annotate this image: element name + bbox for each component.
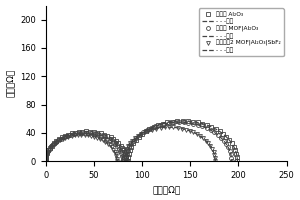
- - -拟合	[81, 134, 85, 136]
- - -拟合	[144, 131, 148, 133]
X-axis label: 实部（Ω）: 实部（Ω）	[152, 185, 180, 194]
Legend: 对比例 Al₂O₃, - - -拟合, 对比例 MOF|Al₂O₃, - - -拟合, 实施实例2 MOF|Al₂O₃|SbF₂, - - -拟合: 对比例 Al₂O₃, - - -拟合, 对比例 MOF|Al₂O₃, - - -…	[199, 8, 284, 56]
Line: - - -拟合: - - -拟合	[46, 122, 232, 161]
- - -拟合	[44, 160, 47, 162]
对比例 MOF|Al₂O₃	[96, 134, 100, 136]
- - -拟合	[114, 152, 117, 155]
实施实例2 MOF|Al₂O₃|SbF₂	[56, 141, 59, 143]
实施实例2 MOF|Al₂O₃|SbF₂	[123, 151, 126, 153]
Line: - - -拟合: - - -拟合	[46, 127, 215, 161]
- - -拟合	[236, 160, 239, 162]
对比例 Al₂O₃	[81, 130, 84, 133]
Line: 对比例 MOF|Al₂O₃: 对比例 MOF|Al₂O₃	[44, 120, 234, 163]
对比例 MOF|Al₂O₃	[56, 139, 60, 141]
对比例 MOF|Al₂O₃	[213, 131, 216, 134]
对比例 Al₂O₃	[128, 149, 131, 151]
Line: 实施实例2 MOF|Al₂O₃|SbF₂: 实施实例2 MOF|Al₂O₃|SbF₂	[44, 125, 217, 163]
- - -拟合	[177, 121, 180, 123]
- - -拟合	[178, 121, 182, 123]
- - -拟合	[168, 126, 172, 128]
- - -拟合	[134, 139, 138, 141]
- - -拟合	[132, 139, 136, 142]
对比例 MOF|Al₂O₃	[230, 160, 233, 162]
- - -拟合	[64, 136, 68, 139]
- - -拟合	[44, 160, 47, 162]
对比例 MOF|Al₂O₃	[177, 121, 181, 123]
- - -拟合	[65, 135, 69, 137]
对比例 MOF|Al₂O₃	[209, 129, 212, 131]
实施实例2 MOF|Al₂O₃|SbF₂	[92, 136, 96, 138]
实施实例2 MOF|Al₂O₃|SbF₂	[214, 160, 217, 162]
Line: - - -拟合: - - -拟合	[46, 121, 237, 161]
- - -拟合	[153, 125, 157, 127]
对比例 Al₂O₃	[236, 160, 239, 162]
- - -拟合	[214, 160, 217, 162]
- - -拟合	[44, 160, 47, 162]
Y-axis label: 虚部（Ω）: 虚部（Ω）	[6, 69, 15, 97]
对比例 MOF|Al₂O₃	[79, 132, 83, 134]
- - -拟合	[123, 151, 127, 154]
- - -拟合	[128, 142, 132, 144]
- - -拟合	[119, 152, 123, 154]
实施实例2 MOF|Al₂O₃|SbF₂	[198, 135, 202, 137]
- - -拟合	[182, 120, 186, 122]
- - -拟合	[167, 126, 171, 128]
对比例 Al₂O₃	[218, 130, 221, 133]
对比例 Al₂O₃	[57, 138, 61, 140]
对比例 MOF|Al₂O₃	[126, 149, 130, 152]
实施实例2 MOF|Al₂O₃|SbF₂	[167, 126, 171, 128]
实施实例2 MOF|Al₂O₃|SbF₂	[195, 133, 199, 135]
- - -拟合	[67, 133, 70, 136]
对比例 Al₂O₃	[181, 120, 184, 122]
对比例 Al₂O₃	[214, 128, 217, 130]
实施实例2 MOF|Al₂O₃|SbF₂	[76, 134, 80, 136]
- - -拟合	[86, 130, 90, 133]
Line: 对比例 Al₂O₃: 对比例 Al₂O₃	[44, 119, 239, 163]
- - -拟合	[151, 126, 154, 129]
- - -拟合	[180, 120, 184, 122]
- - -拟合	[230, 160, 233, 162]
对比例 MOF|Al₂O₃	[44, 160, 47, 162]
对比例 Al₂O₃	[99, 132, 103, 135]
实施实例2 MOF|Al₂O₃|SbF₂	[44, 160, 47, 162]
对比例 Al₂O₃	[44, 160, 47, 162]
- - -拟合	[84, 132, 88, 134]
